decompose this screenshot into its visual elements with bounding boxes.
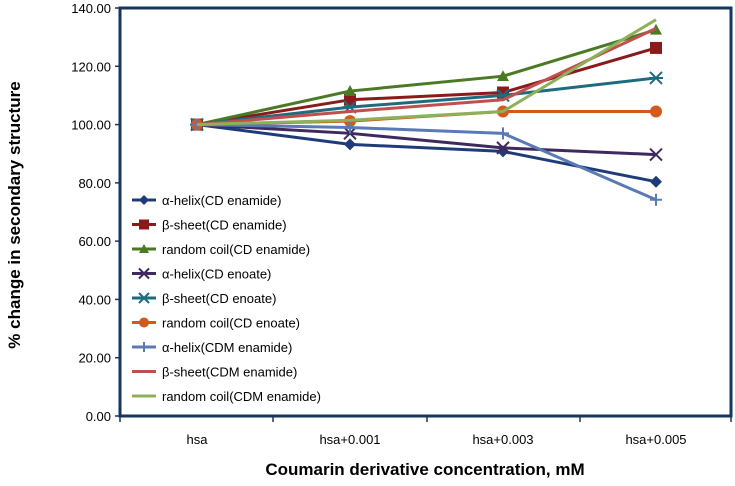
series-line (196, 18, 657, 127)
legend-label: α-helix(CD enoate) (162, 267, 271, 282)
x-tick-label: hsa (187, 432, 209, 447)
legend-label: β-sheet(CD enoate) (162, 291, 276, 306)
legend-label: β-sheet(CDM enamide) (162, 365, 297, 380)
data-point (139, 219, 149, 230)
legend-label: α-helix(CD enamide) (162, 193, 282, 208)
series-line (196, 46, 657, 127)
series-line (196, 123, 657, 202)
legend-entry: α-helix(CD enamide) (132, 193, 282, 208)
data-point (139, 244, 149, 253)
y-tick-label: 40.00 (78, 292, 111, 307)
legend-entry: random coil(CD enamide) (132, 242, 310, 257)
legend-label: α-helix(CDM enamide) (162, 340, 292, 355)
legend-entry: random coil(CD enoate) (132, 316, 300, 331)
data-point (344, 85, 356, 96)
legend-entry: α-helix(CD enoate) (132, 267, 271, 282)
y-tick-label: 60.00 (78, 234, 111, 249)
plot-frame (118, 6, 733, 418)
series-line (196, 76, 657, 127)
y-tick-label: 100.00 (71, 118, 111, 133)
series-line (196, 123, 657, 157)
data-point (139, 195, 149, 205)
plot-area: 0.00 20.00 40.00 60.00 80.00 100.00 120.00 140.… (71, 1, 733, 447)
data-point (497, 127, 509, 140)
y-axis-title: % change in secondary structure (5, 81, 24, 348)
data-point (649, 71, 663, 85)
legend-entry: α-helix(CDM enamide) (132, 340, 292, 355)
data-point (344, 138, 356, 151)
legend-entry: β-sheet(CDM enamide) (132, 365, 297, 380)
legend-label: random coil(CDM enamide) (162, 389, 321, 404)
data-point (138, 267, 150, 280)
data-point (650, 175, 662, 188)
legend-entry: random coil(CDM enamide) (132, 389, 321, 404)
data-point (650, 193, 662, 206)
y-tick-label: 0.00 (86, 409, 111, 424)
legend-entry: β-sheet(CD enamide) (132, 218, 287, 233)
y-tick-label: 20.00 (78, 351, 111, 366)
data-point (139, 317, 149, 328)
y-tick-label: 120.00 (71, 59, 111, 74)
series-line (196, 28, 657, 127)
data-point (138, 292, 150, 304)
x-tick-label: hsa+0.005 (625, 432, 686, 447)
x-axis-title: Coumarin derivative concentration, mM (265, 460, 584, 479)
x-tick-label: hsa+0.001 (319, 432, 380, 447)
legend-label: β-sheet(CD enamide) (162, 218, 287, 233)
legend-entry: β-sheet(CD enoate) (132, 291, 276, 306)
data-point (496, 141, 510, 155)
data-point (650, 41, 662, 54)
data-point (649, 147, 663, 162)
legend-label: random coil(CD enoate) (162, 316, 300, 331)
data-point (497, 70, 509, 81)
y-tick-label: 140.00 (71, 1, 111, 16)
y-tick-label: 80.00 (78, 176, 111, 191)
legend-label: random coil(CD enamide) (162, 242, 310, 257)
data-point (344, 121, 356, 134)
x-tick-label: hsa+0.003 (472, 432, 533, 447)
data-point (650, 105, 662, 118)
series-group (196, 18, 657, 127)
data-point (139, 342, 149, 352)
